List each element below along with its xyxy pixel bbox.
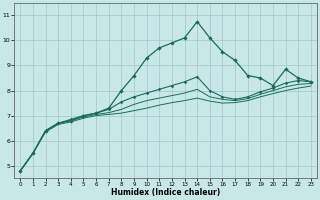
X-axis label: Humidex (Indice chaleur): Humidex (Indice chaleur)	[111, 188, 220, 197]
